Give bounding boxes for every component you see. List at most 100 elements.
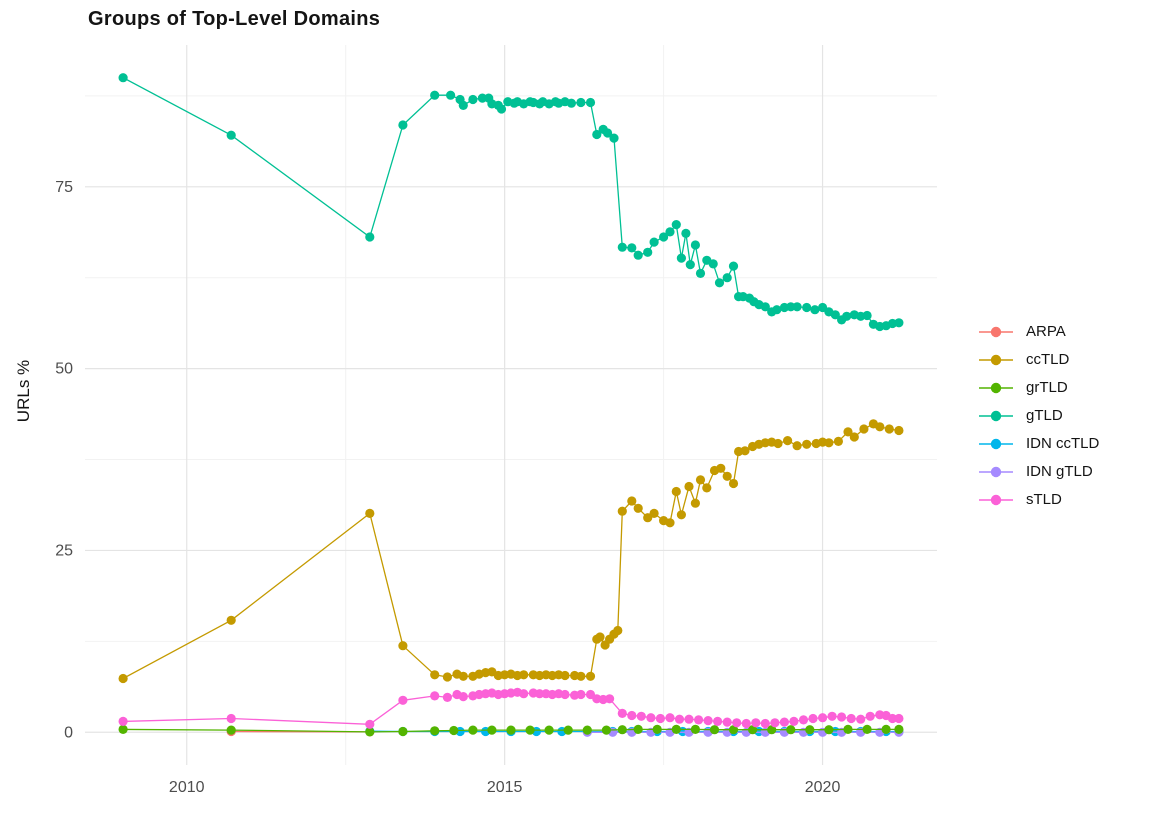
data-point <box>649 508 659 518</box>
data-point <box>783 436 793 446</box>
data-point <box>665 227 675 237</box>
data-point <box>684 714 694 724</box>
data-point <box>627 710 637 721</box>
data-point <box>398 120 408 130</box>
data-point <box>643 247 653 257</box>
data-point <box>716 463 726 473</box>
data-point <box>798 715 809 725</box>
data-point <box>446 90 456 100</box>
data-point <box>544 725 554 735</box>
data-point <box>560 670 570 681</box>
data-point <box>535 689 545 699</box>
data-point <box>856 714 866 724</box>
legend-item-gtld: gTLD <box>977 405 1099 426</box>
data-point <box>442 692 452 703</box>
data-point <box>713 716 723 727</box>
x-tick-label: 2020 <box>805 779 841 796</box>
data-point <box>862 310 872 321</box>
data-point <box>592 129 602 140</box>
data-point <box>859 424 869 434</box>
legend-key-icon <box>979 382 1013 393</box>
grid-major <box>85 45 937 765</box>
data-point <box>894 425 904 436</box>
data-point <box>714 278 725 288</box>
legend-label: IDN gTLD <box>1026 463 1093 480</box>
series-gtld <box>118 73 904 332</box>
data-point <box>430 90 440 100</box>
data-point <box>732 718 742 728</box>
legend-key-icon <box>979 410 1013 421</box>
data-point <box>805 725 815 735</box>
data-point <box>226 130 236 140</box>
y-tick-label: 25 <box>55 542 73 559</box>
data-point <box>585 97 596 108</box>
legend-label: ARPA <box>1026 323 1066 340</box>
data-point <box>646 713 656 723</box>
legend-item-grtld: grTLD <box>977 377 1099 398</box>
legend-label: grTLD <box>1026 379 1068 396</box>
data-point <box>585 671 596 681</box>
data-point <box>566 98 577 108</box>
data-point <box>365 508 375 518</box>
axis-tick-labels: 0 25 50 75 2010 2015 2020 <box>55 179 840 796</box>
data-point <box>468 94 478 105</box>
data-point <box>818 713 828 723</box>
data-point <box>674 714 685 724</box>
data-point <box>865 711 875 721</box>
data-point <box>671 724 681 735</box>
data-point <box>751 718 761 728</box>
grid-minor <box>85 45 937 765</box>
data-point <box>365 719 375 729</box>
series-stld <box>118 687 904 729</box>
data-point <box>690 498 701 508</box>
data-point <box>430 726 440 736</box>
data-point <box>398 695 408 705</box>
data-point <box>226 615 236 625</box>
data-point <box>772 305 782 315</box>
data-point <box>748 725 758 735</box>
x-tick-label: 2010 <box>169 779 205 796</box>
data-point <box>226 725 236 735</box>
data-point <box>843 724 853 735</box>
data-point <box>676 253 687 263</box>
data-point <box>458 671 468 681</box>
data-point <box>802 439 812 449</box>
legend-item-idn-gtld: IDN gTLD <box>977 461 1099 482</box>
data-point <box>722 471 732 481</box>
data-point <box>830 310 840 320</box>
series-grtld <box>118 724 904 737</box>
legend-item-arpa: ARPA <box>977 321 1099 342</box>
data-point <box>728 725 739 735</box>
data-point <box>681 228 691 238</box>
data-point <box>709 725 720 735</box>
data-point <box>824 438 834 448</box>
data-point <box>702 483 712 493</box>
data-point <box>576 689 586 700</box>
y-tick-label: 75 <box>55 179 73 196</box>
data-point <box>665 518 675 528</box>
data-point <box>708 259 718 269</box>
data-point <box>760 718 770 729</box>
legend-key-icon <box>979 438 1013 449</box>
data-point <box>633 250 643 260</box>
data-point <box>690 240 701 250</box>
legend-label: IDN ccTLD <box>1026 435 1100 452</box>
data-point <box>118 673 128 684</box>
data-point <box>846 713 856 724</box>
data-point <box>605 694 615 704</box>
data-point <box>887 713 898 724</box>
data-point <box>728 478 739 489</box>
data-point <box>685 260 695 270</box>
chart-title: Groups of Top-Level Domains <box>88 8 381 30</box>
data-point <box>741 718 751 729</box>
data-point <box>576 671 586 681</box>
legend: ARPA ccTLD grTLD gTLD IDN ccTLD IDN gTLD sTLD <box>977 321 1099 510</box>
data-point <box>576 97 586 108</box>
data-point <box>862 724 872 735</box>
x-tick-label: 2015 <box>487 779 523 796</box>
data-point <box>477 93 487 103</box>
data-point <box>118 724 128 735</box>
data-point <box>881 724 891 735</box>
data-point <box>563 725 573 735</box>
